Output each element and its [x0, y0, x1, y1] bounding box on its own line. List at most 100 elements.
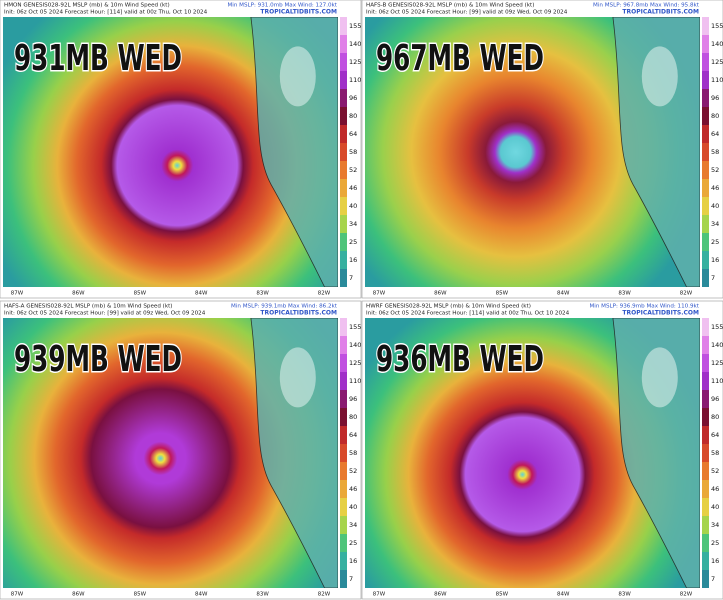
stats-line: Min MSLP: 936.9mb Max Wind: 110.9kt — [589, 304, 699, 310]
site-credit: TROPICALTIDBITS.COM — [260, 9, 337, 16]
colorbar-cell — [340, 161, 347, 179]
colorbar-label: 96 — [711, 395, 719, 403]
colorbar-cell — [702, 197, 709, 215]
longitude-label: 87W — [373, 291, 386, 297]
wind-map — [365, 318, 700, 588]
colorbar-cell — [340, 462, 347, 480]
colorbar-label: 58 — [349, 148, 357, 156]
colorbar-cell — [702, 336, 709, 354]
colorbar-label: 80 — [349, 112, 357, 120]
longitude-label: 83W — [618, 291, 631, 297]
longitude-label: 83W — [256, 291, 269, 297]
colorbar-label: 16 — [711, 557, 719, 565]
colorbar-cell — [340, 251, 347, 269]
colorbar-label: 16 — [349, 557, 357, 565]
longitude-label: 84W — [557, 291, 570, 297]
longitude-label: 82W — [680, 291, 693, 297]
colorbar-label: 58 — [711, 449, 719, 457]
colorbar-label: 46 — [711, 184, 719, 192]
colorbar-cell — [340, 354, 347, 372]
colorbar-label: 40 — [349, 503, 357, 511]
longitude-label: 82W — [680, 592, 693, 598]
colorbar-cell — [702, 71, 709, 89]
longitude-label: 87W — [11, 291, 24, 297]
colorbar-cell — [340, 89, 347, 107]
colorbar-label: 46 — [349, 184, 357, 192]
colorbar-cell — [702, 215, 709, 233]
site-credit: TROPICALTIDBITS.COM — [260, 310, 337, 317]
colorbar-cell — [702, 53, 709, 71]
longitude-label: 86W — [72, 291, 85, 297]
stats-line: Min MSLP: 939.1mb Max Wind: 86.2kt — [231, 304, 338, 310]
colorbar-cell — [340, 570, 347, 588]
colorbar-label: 25 — [349, 238, 357, 246]
colorbar-cell — [702, 462, 709, 480]
pressure-headline: 967MB WED — [376, 38, 544, 79]
longitude-label: 83W — [256, 592, 269, 598]
colorbar-cell — [340, 516, 347, 534]
colorbar-cell — [702, 480, 709, 498]
longitude-label: 86W — [434, 592, 447, 598]
colorbar-cell — [702, 269, 709, 287]
colorbar-cell — [702, 570, 709, 588]
colorbar-label: 52 — [349, 166, 357, 174]
colorbar-cell — [702, 35, 709, 53]
colorbar-cell — [340, 336, 347, 354]
wind-map — [365, 17, 700, 287]
colorbar-label: 7 — [711, 575, 715, 583]
colorbar-label: 25 — [711, 238, 719, 246]
colorbar-label: 80 — [349, 413, 357, 421]
colorbar-cell — [340, 498, 347, 516]
colorbar-label: 25 — [711, 539, 719, 547]
colorbar-label: 110 — [349, 76, 361, 84]
colorbar-cell — [702, 89, 709, 107]
colorbar-label: 7 — [711, 274, 715, 282]
colorbar-cell — [340, 71, 347, 89]
colorbar-label: 52 — [711, 166, 719, 174]
init-line: Init: 06z Oct 05 2024 Forecast Hour: [11… — [4, 10, 208, 16]
colorbar-cell — [702, 179, 709, 197]
florida-land — [612, 318, 700, 588]
colorbar-label: 96 — [349, 94, 357, 102]
colorbar-label: 64 — [349, 130, 357, 138]
land-patch — [641, 46, 678, 107]
colorbar-cell — [340, 143, 347, 161]
colorbar-label: 46 — [349, 485, 357, 493]
model-panel: HAFS-A GENESIS028-92L MSLP (mb) & 10m Wi… — [0, 300, 361, 600]
land-patch — [641, 347, 678, 408]
colorbar-label: 96 — [349, 395, 357, 403]
colorbar-label: 34 — [349, 220, 357, 228]
longitude-label: 85W — [134, 291, 147, 297]
colorbar-cell — [702, 125, 709, 143]
land-patch — [279, 46, 316, 107]
colorbar-label: 80 — [711, 112, 719, 120]
colorbar-label: 64 — [711, 130, 719, 138]
colorbar-label: 40 — [349, 202, 357, 210]
colorbar-cell — [340, 107, 347, 125]
colorbar-cell — [340, 408, 347, 426]
colorbar-cell — [702, 372, 709, 390]
colorbar-cell — [340, 426, 347, 444]
init-line: Init: 06z Oct 05 2024 Forecast Hour: [99… — [366, 10, 568, 16]
longitude-label: 87W — [373, 592, 386, 598]
colorbar-cell — [702, 161, 709, 179]
longitude-label: 84W — [195, 291, 208, 297]
colorbar-label: 96 — [711, 94, 719, 102]
florida-land — [250, 17, 338, 287]
colorbar-cell — [702, 498, 709, 516]
longitude-label: 85W — [134, 592, 147, 598]
model-title: HAFS-B GENESIS028-92L MSLP (mb) & 10m Wi… — [366, 3, 534, 9]
colorbar-label: 7 — [349, 575, 353, 583]
colorbar-label: 7 — [349, 274, 353, 282]
colorbar-cell — [702, 318, 709, 336]
colorbar-label: 58 — [349, 449, 357, 457]
colorbar-cell — [702, 552, 709, 570]
colorbar-cell — [340, 534, 347, 552]
longitude-label: 87W — [11, 592, 24, 598]
colorbar-label: 110 — [711, 76, 723, 84]
colorbar-label: 110 — [349, 377, 361, 385]
colorbar-cell — [702, 354, 709, 372]
colorbar-label: 46 — [711, 485, 719, 493]
init-line: Init: 06z Oct 05 2024 Forecast Hour: [11… — [366, 311, 570, 317]
colorbar-label: 155 — [349, 22, 361, 30]
